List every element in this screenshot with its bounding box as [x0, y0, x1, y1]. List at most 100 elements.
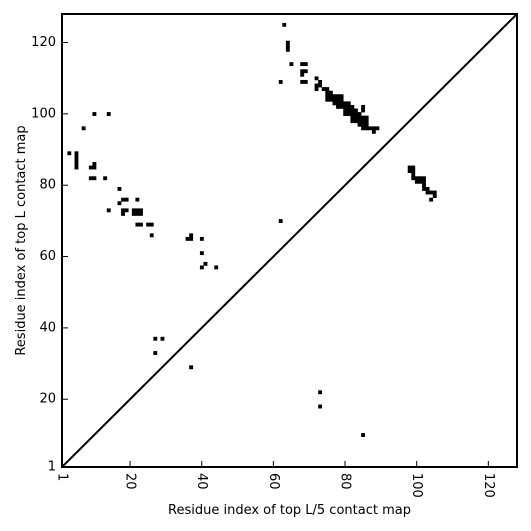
contact-point	[346, 104, 351, 109]
contact-point	[124, 208, 129, 213]
x-tick-label: 20	[123, 473, 138, 490]
contact-point	[425, 190, 430, 195]
x-tick-label: 60	[266, 473, 281, 490]
contact-point	[429, 190, 434, 195]
contact-point	[411, 172, 416, 177]
contact-point	[371, 126, 376, 131]
contact-point	[422, 183, 426, 188]
contact-point	[153, 336, 158, 341]
contact-point	[321, 87, 326, 91]
y-tick-label: 60	[39, 249, 56, 264]
contact-point	[92, 162, 97, 166]
contact-point	[92, 165, 97, 170]
contact-point	[74, 154, 79, 159]
contact-point	[189, 365, 194, 370]
contact-point	[135, 222, 140, 227]
contact-point	[189, 236, 194, 241]
contact-point	[353, 112, 358, 116]
contact-point	[336, 104, 340, 109]
contact-point	[332, 97, 337, 102]
contact-point	[350, 119, 355, 124]
contact-point	[199, 265, 204, 270]
contact-point	[375, 126, 380, 131]
contact-point	[318, 83, 323, 88]
contact-point	[325, 97, 330, 102]
contact-point	[146, 222, 151, 227]
contact-point	[300, 69, 305, 74]
contact-point	[361, 122, 366, 127]
contact-point	[74, 151, 79, 156]
plot-frame	[61, 13, 518, 468]
contact-point	[343, 108, 348, 113]
contact-point	[303, 79, 308, 84]
contact-point	[350, 104, 355, 109]
contact-point	[81, 126, 86, 131]
contact-point	[67, 151, 72, 156]
contact-point	[357, 122, 362, 127]
contact-point	[411, 176, 416, 181]
y-tick-label: 100	[31, 106, 56, 121]
contact-point	[364, 119, 369, 124]
contact-point	[135, 197, 140, 202]
contact-point	[350, 115, 355, 120]
contact-point	[285, 47, 290, 52]
contact-point	[124, 197, 129, 202]
contact-point	[131, 208, 136, 213]
contact-point	[353, 115, 358, 120]
contact-point	[411, 169, 416, 174]
contact-point	[350, 108, 355, 113]
contact-point	[357, 115, 362, 120]
x-tick-label: 1	[55, 473, 70, 481]
contact-point	[203, 261, 208, 266]
contact-point	[278, 79, 283, 84]
contact-point	[422, 176, 426, 181]
contact-point	[314, 76, 319, 81]
x-tick-label: 80	[338, 473, 353, 490]
contact-point	[339, 101, 344, 106]
contact-point	[303, 62, 308, 67]
contact-point	[364, 115, 369, 120]
contact-point	[74, 165, 79, 170]
contact-point	[314, 83, 319, 88]
contact-point	[139, 208, 143, 213]
contact-point	[318, 390, 323, 395]
contact-point	[149, 233, 154, 238]
y-axis-label: Residue index of top L contact map	[14, 125, 29, 355]
contact-point	[189, 233, 194, 238]
contact-point	[407, 165, 412, 170]
y-tick-label: 20	[39, 392, 56, 407]
contact-point	[289, 62, 294, 67]
contact-point	[343, 101, 348, 106]
contact-point	[285, 44, 290, 49]
contact-point	[328, 90, 333, 95]
x-axis-ticks: 1 20 40 60 80 100 120	[55, 461, 496, 498]
x-axis-label: Residue index of top L/5 contact map	[168, 503, 411, 518]
contact-point	[199, 236, 204, 241]
contact-point	[407, 169, 412, 174]
contact-point	[318, 404, 323, 409]
diagonal-line	[61, 13, 518, 468]
contact-point	[357, 112, 362, 116]
contact-point	[336, 97, 340, 102]
contact-point	[353, 119, 358, 124]
contact-point	[106, 208, 111, 213]
contact-point	[364, 126, 369, 131]
contact-point	[343, 104, 348, 109]
contact-point	[185, 236, 190, 241]
contact-point	[135, 211, 140, 216]
contact-point	[149, 222, 154, 227]
contact-point	[336, 94, 340, 99]
contact-point	[282, 22, 287, 27]
contact-point	[325, 87, 330, 91]
contact-point	[103, 176, 108, 181]
contact-point	[88, 176, 93, 181]
contact-point	[92, 176, 97, 181]
contact-point	[300, 62, 305, 67]
contact-point	[300, 72, 305, 77]
contact-point	[131, 211, 136, 216]
contact-point	[418, 179, 423, 184]
x-tick-label: 100	[409, 473, 424, 498]
contact-point	[160, 336, 165, 341]
contact-point	[361, 104, 366, 109]
